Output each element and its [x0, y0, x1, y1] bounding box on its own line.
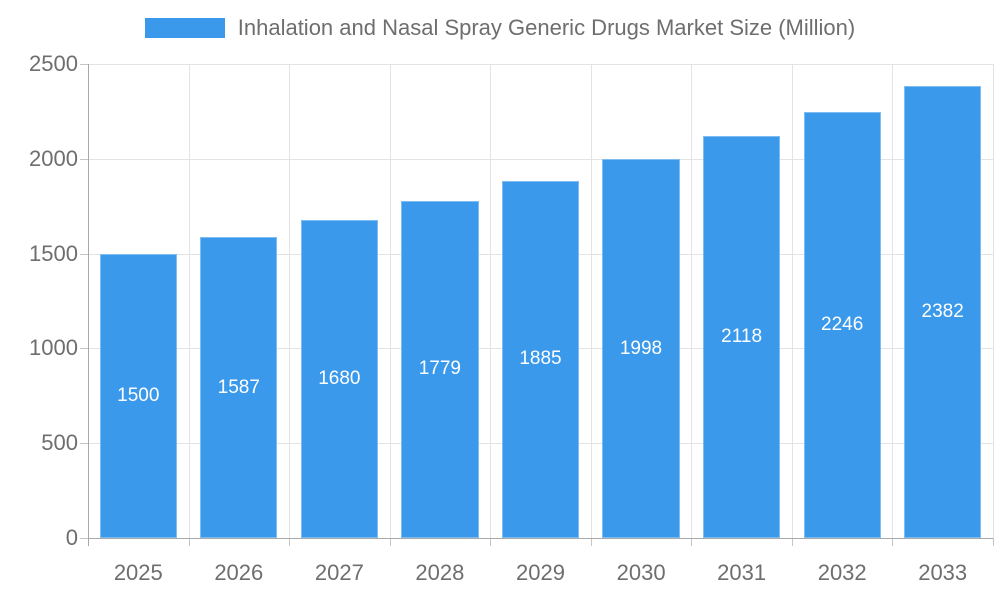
y-axis-tick [80, 64, 88, 65]
x-axis-label: 2026 [214, 560, 264, 585]
x-axis-line [88, 538, 993, 539]
bar[interactable]: 2382 [904, 86, 982, 538]
bar[interactable]: 1500 [99, 253, 177, 538]
legend[interactable]: Inhalation and Nasal Spray Generic Drugs… [0, 15, 1000, 41]
x-axis-label: 2027 [314, 560, 364, 585]
y-axis-line [88, 64, 89, 546]
bar-value-label: 1587 [217, 376, 260, 398]
x-axis-label: 2033 [918, 560, 968, 585]
x-axis-label: 2028 [415, 560, 465, 585]
y-axis-label: 2000 [29, 145, 78, 171]
gridline-vertical [188, 64, 190, 538]
y-axis-label: 2500 [29, 51, 78, 76]
bar-value-label: 2382 [921, 301, 964, 323]
x-axis-label: 2030 [616, 560, 666, 585]
bar-value-label: 1680 [318, 367, 361, 389]
gridline-vertical [490, 64, 492, 538]
legend-label: Inhalation and Nasal Spray Generic Drugs… [237, 15, 856, 40]
x-axis-label: 2031 [717, 560, 767, 585]
bar-value-label: 1885 [519, 348, 562, 370]
gridline-vertical [590, 64, 592, 538]
gridline-vertical [289, 64, 291, 538]
y-axis-label: 0 [65, 525, 78, 550]
gridline-horizontal [88, 64, 993, 65]
bar[interactable]: 1587 [200, 237, 278, 538]
x-axis-tick [993, 538, 994, 546]
x-axis-tick [490, 538, 492, 546]
y-axis-label: 1000 [29, 335, 78, 361]
bar[interactable]: 1680 [300, 219, 379, 538]
legend-swatch-icon [144, 18, 225, 38]
x-axis-tick [892, 538, 894, 546]
x-axis-tick [691, 538, 693, 546]
bar[interactable]: 2118 [702, 136, 781, 538]
bar-value-label: 1500 [117, 384, 160, 406]
x-axis-tick [791, 538, 793, 546]
bar-value-label: 1779 [418, 358, 462, 380]
bar[interactable]: 2246 [803, 112, 881, 538]
y-axis-label: 1500 [29, 240, 78, 266]
bar-value-label: 2118 [721, 326, 763, 348]
x-axis-tick [389, 538, 391, 546]
bar-value-label: 2246 [821, 314, 864, 336]
gridline-vertical [892, 64, 894, 538]
gridline-vertical [791, 64, 793, 538]
gridline-vertical [389, 64, 391, 538]
gridline-horizontal [88, 158, 993, 160]
x-axis-label: 2029 [516, 560, 565, 585]
x-axis-tick [188, 538, 190, 546]
x-axis-label: 2025 [113, 560, 163, 585]
gridline-vertical [691, 64, 693, 538]
y-axis-tick [80, 348, 88, 350]
gridline-vertical [993, 64, 994, 538]
bar-value-label: 1998 [619, 337, 663, 359]
bar[interactable]: 1998 [602, 159, 680, 538]
bar[interactable]: 1779 [401, 200, 479, 538]
bar[interactable]: 1885 [501, 180, 580, 538]
y-axis-tick [80, 158, 88, 160]
x-axis-tick [289, 538, 291, 546]
y-axis-label: 500 [41, 430, 78, 456]
y-axis-tick [80, 253, 88, 255]
x-axis-label: 2032 [817, 560, 867, 585]
y-axis-tick [80, 538, 88, 539]
y-axis-tick [80, 443, 88, 445]
x-axis-tick [590, 538, 592, 546]
